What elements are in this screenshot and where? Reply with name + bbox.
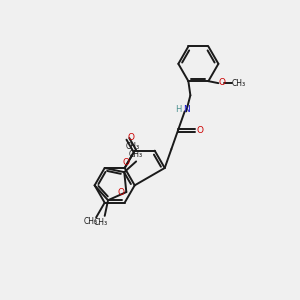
Text: CH₃: CH₃ [129,151,143,160]
Text: CH₃: CH₃ [126,142,140,151]
Text: O: O [197,126,204,135]
Text: O: O [218,78,225,87]
Text: CH₃: CH₃ [232,79,246,88]
Text: N: N [183,105,190,114]
Text: H: H [175,105,181,114]
Text: CH₃: CH₃ [94,218,108,227]
Text: O: O [118,188,124,196]
Text: O: O [123,158,130,167]
Text: CH₃: CH₃ [83,217,97,226]
Text: O: O [128,133,135,142]
